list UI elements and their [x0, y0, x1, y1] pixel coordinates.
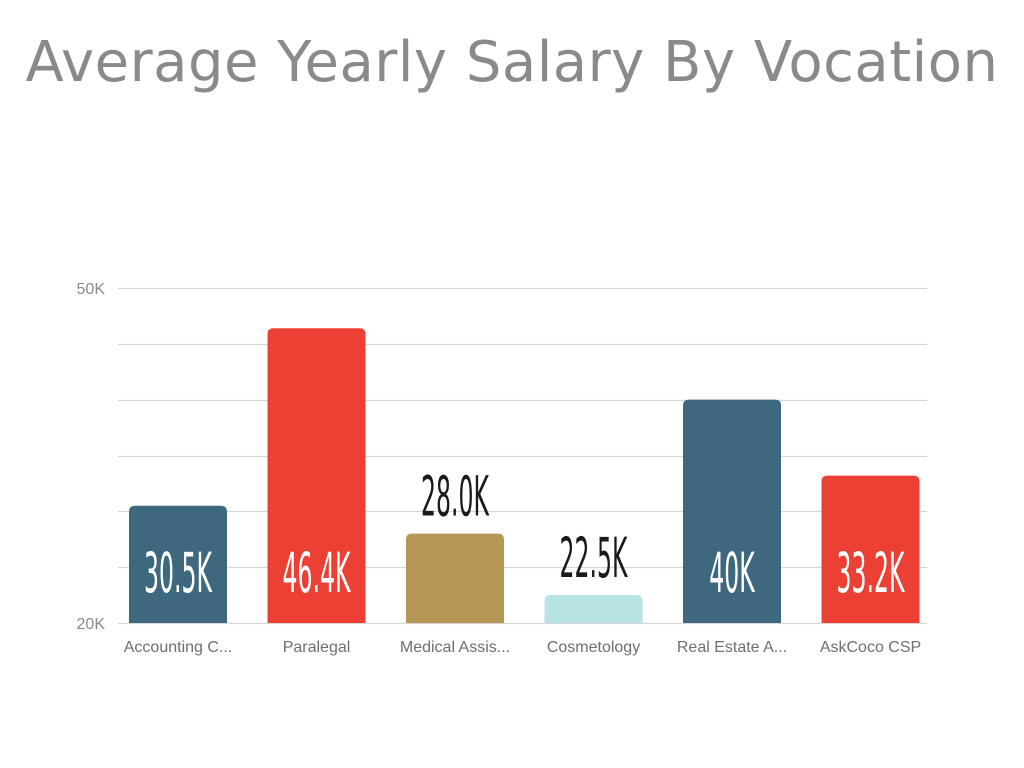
data-label: 22.5K — [560, 526, 629, 590]
chart-title: Average Yearly Salary By Vocation — [25, 30, 999, 95]
data-labels: 30.5K 46.4K 28.0K 22.5K 40K 33.2K — [144, 465, 905, 605]
category-label: Real Estate A... — [677, 639, 787, 656]
bar — [821, 475, 920, 623]
category-label: Paralegal — [283, 639, 351, 656]
category-label: Cosmetology — [547, 639, 640, 656]
bars — [129, 328, 920, 623]
category-labels: Accounting C... Paralegal Medical Assis...… — [124, 639, 921, 656]
bar — [683, 399, 781, 623]
bar — [267, 328, 366, 623]
category-label: Medical Assis... — [400, 639, 510, 656]
bar — [406, 533, 504, 623]
gridlines — [118, 287, 927, 625]
category-label: Accounting C... — [124, 639, 233, 656]
data-label: 46.4K — [283, 541, 352, 605]
data-label: 33.2K — [837, 541, 906, 605]
bar — [129, 505, 227, 623]
y-tick-label: 50K — [77, 281, 106, 298]
category-label: AskCoco CSP — [820, 639, 921, 656]
bar — [544, 595, 643, 623]
data-label: 30.5K — [144, 541, 213, 605]
data-label: 40K — [709, 541, 755, 605]
y-tick-label: 20K — [77, 616, 106, 633]
data-label: 28.0K — [421, 465, 490, 529]
y-axis-ticks: 20K 50K — [77, 281, 106, 633]
